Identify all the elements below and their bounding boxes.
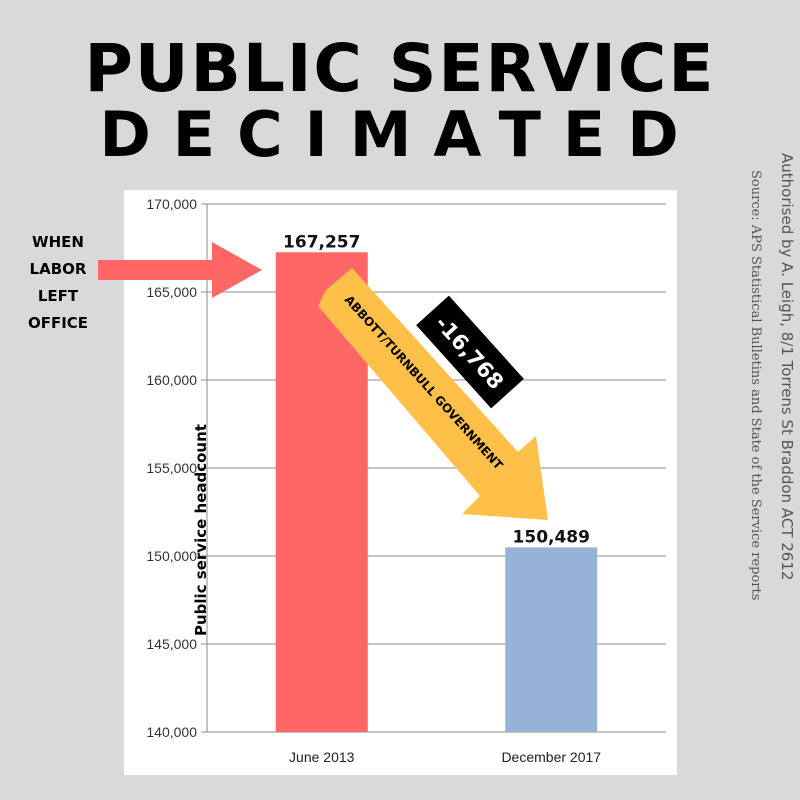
- left-annotation-line: LABOR: [30, 260, 87, 278]
- decline-arrow: [318, 268, 548, 520]
- y-tick-label: 160,000: [146, 372, 197, 388]
- y-tick-label: 165,000: [146, 284, 197, 300]
- title-line-1: PUBLIC SERVICE: [84, 30, 716, 107]
- left-annotation-line: WHEN: [32, 233, 84, 251]
- y-tick-label: 155,000: [146, 460, 197, 476]
- axis-layer: 140,000 145,000 150,000 155,000 160,000 165,0…: [146, 196, 601, 765]
- y-tick-label: 145,000: [146, 636, 197, 652]
- y-tick-label: 140,000: [146, 724, 197, 740]
- y-tick-label: 150,000: [146, 548, 197, 564]
- y-tick-label: 170,000: [146, 196, 197, 212]
- data-label: 167,257: [283, 232, 360, 252]
- left-annotation-line: OFFICE: [28, 314, 88, 332]
- data-label: 150,489: [513, 527, 590, 547]
- source-note: Source: APS Statistical Bulletins and St…: [748, 170, 763, 600]
- title-line-2: DECIMATED: [99, 98, 701, 171]
- x-category-label: December 2017: [501, 749, 601, 765]
- bar-2: [505, 547, 598, 732]
- x-category-label: June 2013: [289, 749, 355, 765]
- y-axis-title: Public service headcount: [192, 424, 210, 636]
- left-annotation: WHEN LABOR LEFT OFFICE: [28, 233, 88, 332]
- authorisation-note: Authorised by A. Leigh, 8/1 Torrens St B…: [778, 153, 796, 580]
- left-arrow: [98, 242, 262, 298]
- left-annotation-line: LEFT: [38, 287, 79, 305]
